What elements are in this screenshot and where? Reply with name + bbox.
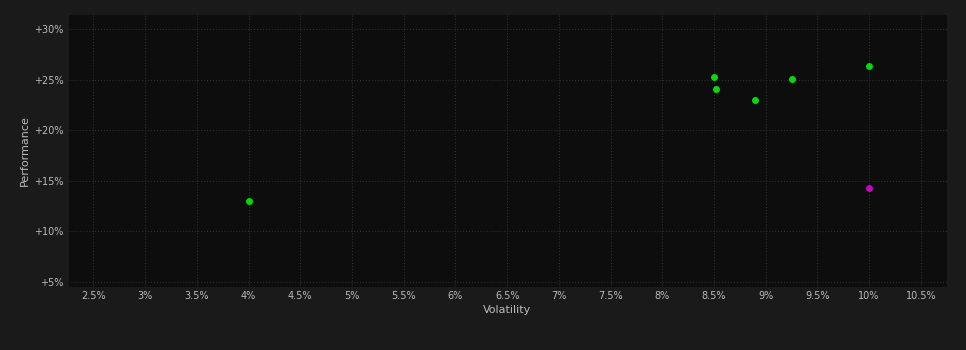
Point (862, 185, 877, 191)
Point (706, 74, 722, 79)
Point (708, 86, 724, 92)
Point (862, 63, 877, 68)
Point (748, 97, 763, 103)
Y-axis label: Performance: Performance (19, 115, 30, 186)
Point (241, 198, 256, 204)
X-axis label: Volatility: Volatility (483, 305, 531, 315)
Point (783, 76, 799, 82)
